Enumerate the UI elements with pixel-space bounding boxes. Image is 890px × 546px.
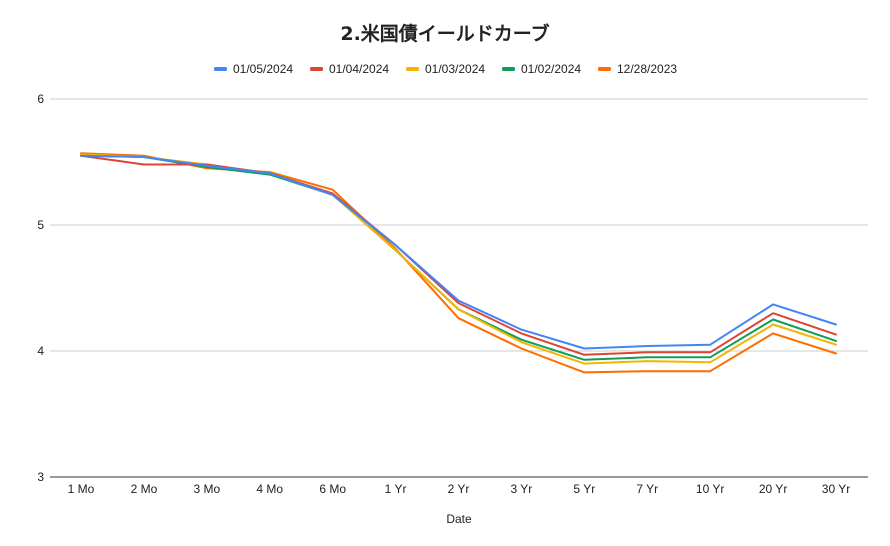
legend-swatch bbox=[214, 67, 227, 71]
x-tick-label: 1 Yr bbox=[385, 482, 407, 496]
series-line bbox=[80, 152, 837, 374]
y-tick-label: 5 bbox=[37, 218, 44, 232]
y-tick-label: 4 bbox=[37, 344, 44, 358]
legend-label: 01/05/2024 bbox=[233, 62, 293, 76]
series-line bbox=[80, 153, 837, 365]
legend-item[interactable]: 01/02/2024 bbox=[502, 62, 581, 76]
series-line bbox=[80, 154, 837, 361]
x-tick-label: 5 Yr bbox=[573, 482, 595, 496]
x-tick-label: 4 Mo bbox=[256, 482, 283, 496]
x-tick-label: 7 Yr bbox=[636, 482, 658, 496]
legend-swatch bbox=[598, 67, 611, 71]
x-tick-label: 3 Mo bbox=[193, 482, 220, 496]
y-tick-label: 3 bbox=[37, 470, 44, 484]
x-tick-label: 2 Yr bbox=[448, 482, 470, 496]
legend-swatch bbox=[502, 67, 515, 71]
x-tick-label: 2 Mo bbox=[131, 482, 158, 496]
legend-item[interactable]: 12/28/2023 bbox=[598, 62, 677, 76]
legend-label: 12/28/2023 bbox=[617, 62, 677, 76]
legend-label: 01/02/2024 bbox=[521, 62, 581, 76]
chart-title: 2.米国債イールドカーブ bbox=[340, 22, 549, 45]
gridlines bbox=[50, 98, 868, 478]
y-tick-label: 6 bbox=[37, 92, 44, 106]
series-line bbox=[80, 154, 837, 350]
legend-item[interactable]: 01/03/2024 bbox=[406, 62, 485, 76]
legend-swatch bbox=[406, 67, 419, 71]
x-tick-label: 20 Yr bbox=[759, 482, 787, 496]
legend-item[interactable]: 01/05/2024 bbox=[214, 62, 293, 76]
legend-item[interactable]: 01/04/2024 bbox=[310, 62, 389, 76]
x-tick-label: 3 Yr bbox=[511, 482, 533, 496]
x-tick-label: 10 Yr bbox=[696, 482, 724, 496]
x-tick-label: 1 Mo bbox=[68, 482, 95, 496]
series-line bbox=[80, 154, 837, 356]
series-lines bbox=[80, 152, 837, 374]
legend-swatch bbox=[310, 67, 323, 71]
x-axis-title: Date bbox=[446, 512, 472, 526]
x-tick-label: 6 Mo bbox=[319, 482, 346, 496]
x-axis-ticks: 1 Mo 2 Mo 3 Mo 4 Mo 6 Mo 1 Yr 2 Yr 3 Yr 5 Yr 7 Yr… bbox=[68, 482, 851, 496]
x-tick-label: 30 Yr bbox=[822, 482, 850, 496]
legend-label: 01/03/2024 bbox=[425, 62, 485, 76]
legend-label: 01/04/2024 bbox=[329, 62, 389, 76]
y-axis-ticks: 3 4 5 6 bbox=[37, 92, 44, 484]
legend: 01/05/2024 01/04/2024 01/03/2024 01/02/2024… bbox=[214, 62, 677, 76]
